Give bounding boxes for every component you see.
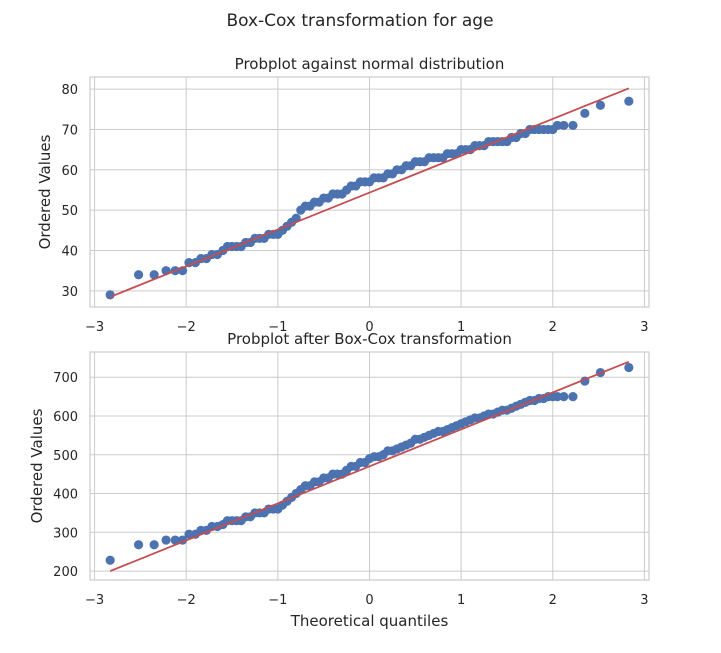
data-point (105, 555, 115, 565)
x-tick-label: 0 (365, 593, 373, 608)
data-point (559, 120, 569, 131)
y-axis-label: Ordered Values (36, 134, 54, 249)
y-tick-label: 300 (53, 526, 78, 541)
data-point (105, 290, 115, 300)
y-tick-label: 60 (61, 164, 78, 179)
data-point (559, 391, 569, 402)
data-point (580, 108, 590, 118)
data-point (624, 362, 634, 373)
data-point (552, 391, 562, 402)
x-tick-label: 3 (640, 593, 648, 608)
data-point (552, 120, 562, 131)
figure-suptitle: Box-Cox transformation for age (226, 11, 493, 31)
y-tick-label: 400 (53, 488, 78, 503)
x-tick-label: −3 (85, 593, 104, 608)
y-tick-label: 200 (53, 565, 78, 580)
plot-frame (89, 76, 650, 308)
y-tick-label: 700 (53, 371, 78, 386)
y-tick-label: 40 (61, 245, 78, 260)
x-tick-label: 1 (457, 593, 465, 608)
y-tick-label: 500 (53, 449, 78, 464)
data-point (568, 391, 578, 402)
x-tick-label: 2 (549, 593, 557, 608)
plot-frame (89, 351, 650, 581)
x-tick-label: −2 (177, 320, 196, 335)
data-point (149, 270, 159, 280)
data-point (624, 96, 634, 106)
panel-title: Probplot against normal distribution (235, 55, 505, 73)
x-tick-label: 1 (457, 320, 465, 335)
x-tick-label: 2 (549, 320, 557, 335)
data-point (595, 100, 606, 110)
x-tick-label: −3 (85, 320, 104, 335)
data-point (133, 540, 144, 550)
data-point (170, 535, 180, 545)
x-tick-label: 3 (640, 320, 648, 335)
y-axis-label: Ordered Values (28, 408, 46, 523)
data-point (133, 270, 144, 280)
data-point (184, 529, 194, 539)
data-point (568, 120, 578, 131)
x-tick-label: 0 (365, 320, 373, 335)
y-tick-label: 50 (61, 204, 78, 219)
x-tick-label: −1 (268, 320, 287, 335)
data-point (161, 535, 171, 545)
x-tick-label: −1 (268, 593, 287, 608)
panel-title: Probplot after Box-Cox transformation (227, 330, 512, 348)
y-tick-label: 600 (53, 410, 78, 425)
y-tick-label: 80 (61, 83, 78, 98)
y-tick-label: 30 (61, 285, 78, 300)
y-tick-label: 70 (61, 123, 78, 138)
x-axis-label: Theoretical quantiles (290, 612, 449, 630)
fit-line (109, 360, 630, 572)
fit-line (109, 87, 630, 298)
x-tick-label: −2 (177, 593, 196, 608)
probplot-panel-original: −3 −2 −1 0 1 2 3 30 40 50 60 70 80 Probplot against n… (36, 55, 650, 335)
probplot-panel-boxcox: −3 −2 −1 0 1 2 3 200 300 400 500 600 700 Probplot aft… (28, 330, 650, 630)
data-point (149, 540, 159, 550)
